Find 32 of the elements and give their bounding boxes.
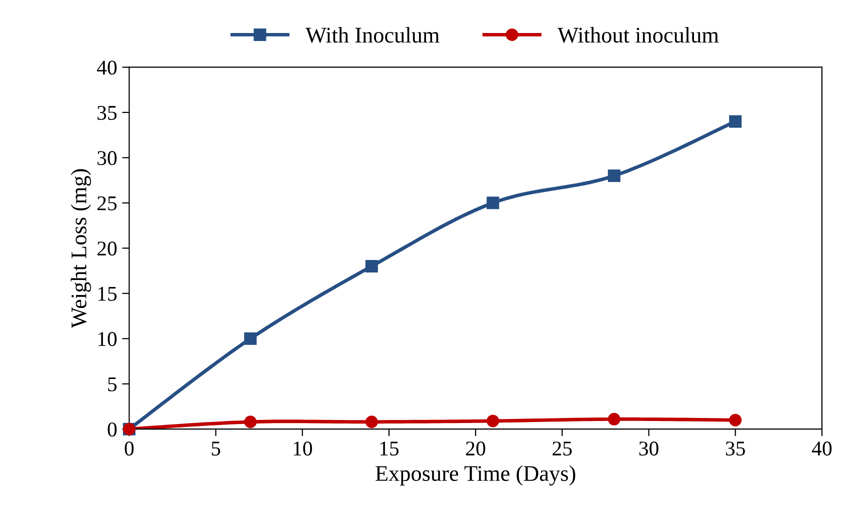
- x-tick-label: 10: [294, 442, 312, 456]
- point: [244, 332, 257, 345]
- point: [486, 196, 500, 210]
- y-tick-label: 35: [98, 106, 117, 120]
- point: [365, 260, 378, 273]
- point: [729, 115, 742, 128]
- point: [608, 170, 620, 182]
- x-tick-label: 20: [466, 442, 486, 456]
- y-tick-label: 15: [98, 286, 117, 301]
- y-tick-label: 10: [98, 332, 117, 346]
- y-tick-label: 30: [98, 151, 117, 166]
- x-tick-label: 30: [639, 442, 658, 456]
- y-tick-label: 0: [108, 422, 117, 437]
- x-tick-label: 25: [552, 442, 572, 456]
- x-tick-label: 35: [726, 442, 745, 456]
- y-tick-label: 5: [108, 377, 117, 392]
- x-tick-label: 0: [124, 442, 134, 456]
- x-tick-label: 40: [812, 442, 832, 456]
- x-tick-label: 15: [380, 442, 399, 456]
- y-tick-label: 40: [96, 60, 117, 75]
- legend-label: With Inoculum: [306, 27, 440, 43]
- x-tick-label: 5: [212, 442, 220, 456]
- point: [244, 416, 257, 428]
- point: [365, 416, 378, 428]
- y-axis-title: Weight Loss (mg): [70, 169, 92, 328]
- y-tick-label: 20: [97, 242, 117, 256]
- point: [608, 412, 620, 426]
- legend-label: Without inoculum: [558, 27, 719, 43]
- point: [486, 414, 500, 428]
- y-tick-label: 25: [97, 196, 117, 210]
- point: [729, 414, 742, 426]
- x-axis-title: Exposure Time (Days): [376, 465, 576, 486]
